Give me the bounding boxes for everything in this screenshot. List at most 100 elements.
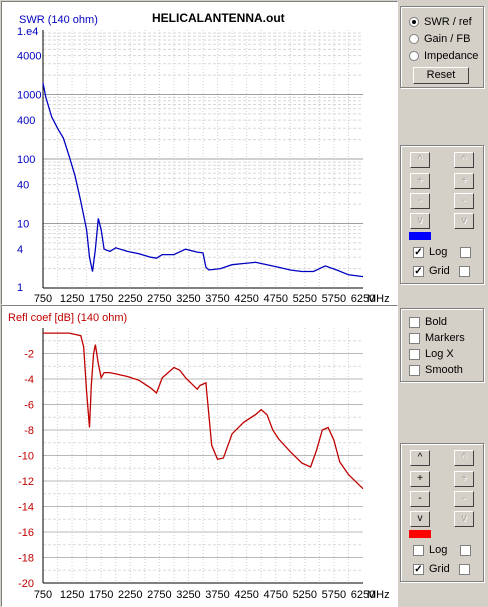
swr-grid-checkbox[interactable]: ✓ [413,265,424,277]
swr-ytick-label: 100 [17,154,35,166]
refl-grid-option[interactable]: ✓ Grid [413,561,470,577]
chart-window-title: HELICALANTENNA.out [152,11,285,25]
bold-checkbox[interactable] [409,316,420,328]
swr-ytick-label: 1000 [17,90,41,102]
refl-xtick-label: 3750 [205,589,229,601]
markers-checkbox[interactable] [409,332,420,344]
swr-xtick-label: 4750 [263,293,287,304]
swr-right-up-button[interactable]: ^ [454,152,474,168]
refl-ytick-label: -14 [18,502,34,514]
swr-scale-controls-group: ^ ^ + + - - v v ✓ Log ✓ Grid [400,145,484,284]
radio-swr-ref-indicator[interactable] [409,17,419,27]
refl-right-minus-button[interactable]: - [454,491,474,507]
refl-right-down-button[interactable]: v [454,511,474,527]
smooth-option[interactable]: Smooth [409,362,463,378]
swr-grid-option[interactable]: ✓ Grid [413,263,470,279]
swr-log-label: Log [429,246,448,258]
refl-log-label: Log [429,544,448,556]
smooth-label: Smooth [425,364,463,376]
logx-checkbox[interactable] [409,348,420,360]
swr-ytick-label: 400 [17,115,35,127]
swr-xtick-label: 4250 [234,293,258,304]
swr-xtick-label: 3250 [176,293,200,304]
refl-ytick-label: -10 [18,451,34,463]
reflection-chart: Refl coef [dB] (140 ohm) -2 -4 -6 -8 -10 -12 -… [8,312,390,601]
swr-chart-panel: SWR (140 ohm) HELICALANTENNA.out 1.e4 400… [1,1,398,305]
swr-log-right-checkbox[interactable] [460,246,472,258]
swr-ytick-label: 4 [17,244,23,256]
refl-grid-right-checkbox[interactable] [458,563,470,575]
radio-swr-ref[interactable]: SWR / ref [409,14,472,30]
markers-option[interactable]: Markers [409,330,465,346]
swr-left-down-button[interactable]: v [410,213,430,229]
swr-xtick-label: 5750 [322,293,346,304]
swr-ytick-label: 40 [17,180,29,192]
refl-ytick-label: -16 [18,527,34,539]
refl-ytick-label: -6 [24,400,34,412]
smooth-checkbox[interactable] [409,364,420,376]
radio-impedance[interactable]: Impedance [409,48,478,64]
swr-ytick-label: 1.e4 [17,26,38,38]
refl-left-down-button[interactable]: v [410,511,430,527]
radio-gain-fb-label: Gain / FB [424,33,471,45]
refl-left-up-button[interactable]: ^ [410,450,430,466]
refl-grid-checkbox[interactable]: ✓ [413,563,424,575]
refl-right-plus-button[interactable]: + [454,471,474,487]
bold-label: Bold [425,316,448,328]
swr-left-up-button[interactable]: ^ [410,152,430,168]
radio-impedance-indicator[interactable] [409,51,419,61]
refl-xtick-label: 2250 [118,589,142,601]
swr-left-plus-button[interactable]: + [410,173,430,189]
swr-xtick-label: 2750 [147,293,171,304]
logx-label: Log X [425,348,454,360]
plot-options-group: Bold Markers Log X Smooth [400,308,484,382]
swr-right-down-button[interactable]: v [454,213,474,229]
refl-xtick-label: 6250 [351,589,375,601]
swr-xtick-label: 3750 [205,293,229,304]
swr-series-line [42,82,364,278]
swr-xtick-label: 1250 [60,293,84,304]
refl-ytick-label: -12 [18,476,34,488]
refl-ytick-label: -20 [18,578,34,590]
reset-button[interactable]: Reset [413,67,469,84]
markers-label: Markers [425,332,465,344]
refl-left-plus-button[interactable]: + [410,471,430,487]
swr-grid-right-checkbox[interactable] [458,265,470,277]
swr-ytick-label: 10 [17,219,29,231]
refl-color-swatch[interactable] [409,530,431,538]
swr-grid-label: Grid [429,265,450,277]
swr-x-unit-label: MHz [367,293,390,304]
refl-xtick-label: 1750 [89,589,113,601]
radio-impedance-label: Impedance [424,50,479,62]
swr-xtick-label: 6250 [351,293,375,304]
display-mode-group: SWR / ref Gain / FB Impedance Reset [400,6,484,88]
swr-right-minus-button[interactable]: - [454,193,474,209]
refl-xtick-label: 2750 [147,589,171,601]
refl-log-option[interactable]: Log [413,542,472,558]
refl-series-line [43,332,364,490]
swr-ytick-label: 4000 [17,51,41,63]
swr-log-checkbox[interactable]: ✓ [413,246,424,258]
swr-right-plus-button[interactable]: + [454,173,474,189]
refl-log-checkbox[interactable] [413,544,424,556]
swr-chart: SWR (140 ohm) HELICALANTENNA.out 1.e4 400… [17,11,390,304]
refl-xtick-label: 5250 [293,589,317,601]
swr-xtick-label: 750 [34,293,52,304]
refl-scale-controls-group: ^ ^ + + - - v v Log ✓ Grid [400,443,484,582]
refl-x-unit-label: MHz [367,589,390,601]
refl-right-up-button[interactable]: ^ [454,450,474,466]
swr-color-swatch[interactable] [409,232,431,240]
radio-gain-fb-indicator[interactable] [409,34,419,44]
radio-gain-fb[interactable]: Gain / FB [409,31,470,47]
refl-ytick-label: -2 [24,349,34,361]
refl-xtick-label: 5750 [322,589,346,601]
swr-left-minus-button[interactable]: - [410,193,430,209]
swr-log-option[interactable]: ✓ Log [413,244,472,260]
logx-option[interactable]: Log X [409,346,454,362]
refl-ytick-label: -4 [24,374,34,386]
refl-xtick-label: 4250 [234,589,258,601]
refl-left-minus-button[interactable]: - [410,491,430,507]
refl-log-right-checkbox[interactable] [460,544,472,556]
bold-option[interactable]: Bold [409,314,447,330]
refl-ytick-label: -8 [24,425,34,437]
